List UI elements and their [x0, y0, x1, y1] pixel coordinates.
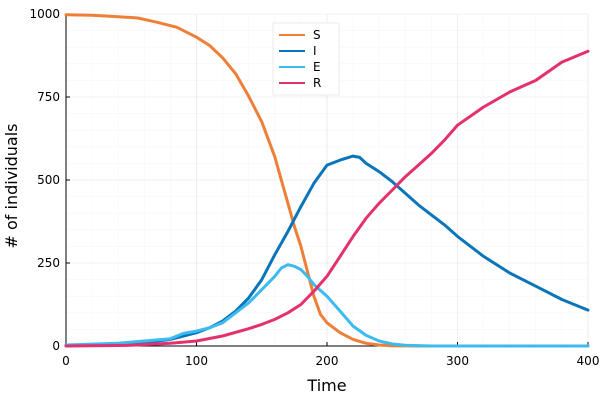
- x-tick-label: 100: [185, 354, 208, 368]
- x-axis-label: Time: [306, 376, 346, 395]
- tick-labels: 0 100 200 300 400 0 250 500 750 1000: [29, 7, 599, 368]
- legend-box: [272, 22, 340, 96]
- x-tick-label: 200: [316, 354, 339, 368]
- y-tick-label: 250: [37, 256, 60, 270]
- y-tick-label: 1000: [29, 7, 60, 21]
- x-tick-label: 0: [62, 354, 70, 368]
- x-tick-label: 300: [446, 354, 469, 368]
- y-tick-label: 750: [37, 90, 60, 104]
- y-tick-label: 500: [37, 173, 60, 187]
- legend-label-s: S: [313, 28, 321, 42]
- legend-label-r: R: [313, 76, 321, 90]
- series-lines: [64, 13, 590, 348]
- series-line-r: [64, 49, 590, 348]
- series-line-e: [64, 263, 590, 348]
- series-line-s: [64, 13, 590, 348]
- y-axis-label: # of individuals: [2, 124, 21, 249]
- y-tick-label: 0: [52, 339, 60, 353]
- legend-label-e: E: [313, 60, 321, 74]
- legend-label-i: I: [313, 44, 317, 58]
- x-tick-label: 400: [577, 354, 600, 368]
